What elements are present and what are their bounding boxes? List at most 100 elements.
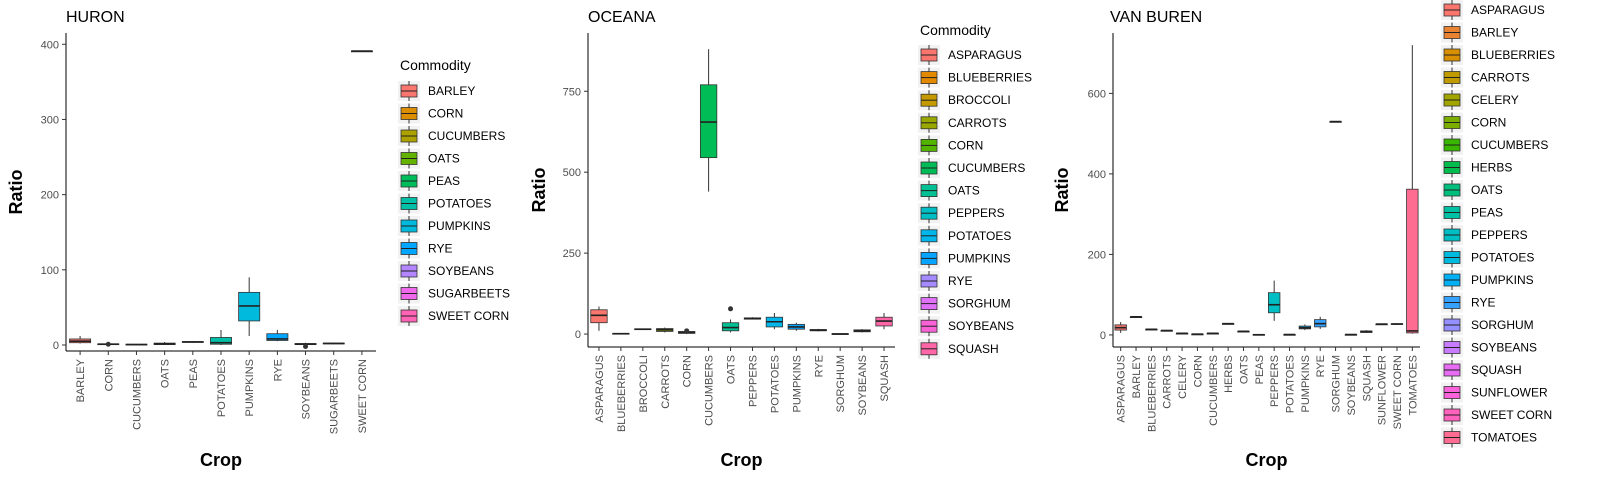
legend-label: RYE — [428, 242, 452, 256]
y-tick-label: 400 — [1088, 169, 1106, 181]
box-celery — [1175, 332, 1189, 335]
y-tick-label: 200 — [41, 190, 59, 202]
box-oats — [1237, 330, 1250, 333]
box-potatoes — [210, 329, 232, 345]
legend-item-pumpkins: PUMPKINS — [1441, 270, 1534, 290]
legend-label: SOYBEANS — [428, 264, 494, 278]
x-tick-label-herbs: HERBS — [1223, 355, 1235, 393]
box-potatoes — [1283, 333, 1296, 336]
box-cucumbers — [125, 343, 148, 346]
y-axis-label: Ratio — [6, 169, 26, 214]
x-tick-label-sunflower: SUNFLOWER — [1377, 355, 1389, 425]
legend-item-rye: RYE — [1441, 292, 1495, 313]
box-soybeans — [853, 329, 871, 333]
x-axis-label: Crop — [721, 450, 763, 470]
legend-item-sweet-corn: SWEET CORN — [398, 306, 509, 326]
x-tick-label-potatoes: POTATOES — [1285, 355, 1297, 413]
legend-label: PEAS — [1471, 206, 1503, 220]
box-oats — [721, 306, 740, 333]
legend-item-pumpkins: PUMPKINS — [398, 216, 491, 236]
legend-label: PUMPKINS — [1471, 273, 1534, 287]
legend-item-corn: CORN — [1441, 112, 1506, 133]
legend-label: OATS — [1471, 183, 1503, 197]
x-tick-label-cucumbers: CUCUMBERS — [1208, 355, 1220, 426]
x-tick-label-pumpkins: PUMPKINS — [244, 359, 256, 416]
y-tick-label: 400 — [41, 39, 59, 51]
legend-label: SUGARBEETS — [428, 287, 510, 301]
box-body — [721, 322, 740, 332]
box-sunflower — [1375, 323, 1388, 326]
panel-huron: HURON Ratio Crop 0 100 200 300 400 BARLEY CORN CUC… — [6, 9, 510, 470]
y-axis-label: Ratio — [529, 167, 549, 212]
box-body — [1406, 188, 1419, 334]
y-tick-label: 750 — [563, 86, 581, 98]
x-tick-label-rye: RYE — [1315, 355, 1327, 377]
legend-item-barley: BARLEY — [398, 81, 475, 101]
legend-label: PUMPKINS — [948, 251, 1011, 265]
x-tick-label-soybeans: SOYBEANS — [301, 359, 313, 420]
panel-title: VAN BUREN — [1110, 9, 1202, 26]
box-pumpkins — [787, 322, 805, 331]
outlier-point — [303, 343, 309, 349]
box-sugarbeets — [322, 342, 345, 345]
box-rye — [266, 329, 289, 342]
x-tick-label-cucumbers: CUCUMBERS — [704, 355, 716, 426]
outlier-point — [728, 306, 734, 312]
legend-label: POTATOES — [1471, 251, 1534, 265]
legend-item-corn: CORN — [918, 135, 983, 156]
box-corn — [97, 341, 120, 347]
box-body — [590, 309, 608, 324]
legend-label: OATS — [948, 184, 980, 198]
y-tick-label: 100 — [41, 265, 59, 277]
panel-title: HURON — [66, 9, 125, 26]
legend-item-herbs: HERBS — [1441, 157, 1512, 178]
x-tick-label-oats: OATS — [1238, 355, 1250, 384]
legend-label: CORN — [428, 107, 463, 121]
legend-label: PEAS — [428, 174, 460, 188]
legend-item-blueberries: BLUEBERRIES — [918, 67, 1032, 88]
y-axis-label: Ratio — [1052, 167, 1072, 212]
legend-label: CARROTS — [948, 116, 1007, 130]
legend-label: CUCUMBERS — [1471, 138, 1548, 152]
box-sweet-corn — [1390, 323, 1404, 325]
box-carrots — [1160, 329, 1173, 332]
box-barley — [1129, 316, 1143, 319]
x-tick-label-asparagus: ASPARAGUS — [594, 355, 606, 423]
legend-label: OATS — [428, 152, 460, 166]
box-pumpkins — [238, 277, 261, 336]
x-tick-label-peas: PEAS — [188, 359, 200, 388]
box-peppers — [1268, 280, 1281, 321]
box-body — [210, 337, 232, 345]
x-tick-label-sugarbeets: SUGARBEETS — [329, 359, 341, 434]
x-tick-label-peppers: PEPPERS — [1269, 355, 1281, 407]
legend-label: BARLEY — [428, 84, 475, 98]
legend-item-sunflower: SUNFLOWER — [1441, 382, 1548, 403]
x-tick-label-carrots: CARROTS — [660, 355, 672, 409]
x-tick-label-pumpkins: PUMPKINS — [1300, 355, 1312, 412]
box-herbs — [1221, 322, 1235, 325]
x-tick-label-squash: SQUASH — [879, 355, 891, 402]
box-tomatoes — [1406, 45, 1419, 334]
legend-item-oats: OATS — [1441, 180, 1503, 200]
x-tick-label-oats: OATS — [726, 355, 738, 384]
x-tick-label-soybeans: SOYBEANS — [857, 355, 869, 416]
x-tick-label-rye: RYE — [813, 355, 825, 377]
box-body — [699, 84, 718, 159]
legend-label: PEPPERS — [1471, 228, 1528, 242]
box-carrots — [656, 327, 674, 333]
box-body — [1268, 292, 1281, 314]
x-tick-label-potatoes: POTATOES — [769, 355, 781, 413]
box-potatoes — [765, 313, 784, 330]
legend-label: SOYBEANS — [948, 319, 1014, 333]
legend-label: SQUASH — [1471, 363, 1522, 377]
box-peas — [1252, 333, 1265, 336]
box-blueberries — [612, 332, 630, 335]
legend-item-celery: CELERY — [1441, 90, 1519, 110]
legend: ASPARAGUS BARLEY BLUEBERRIES CARROTS CELERY C… — [1441, 0, 1555, 448]
legend-item-carrots: CARROTS — [918, 112, 1007, 133]
legend-label: RYE — [1471, 296, 1495, 310]
x-tick-label-oats: OATS — [160, 359, 172, 388]
legend-label: PUMPKINS — [428, 219, 491, 233]
